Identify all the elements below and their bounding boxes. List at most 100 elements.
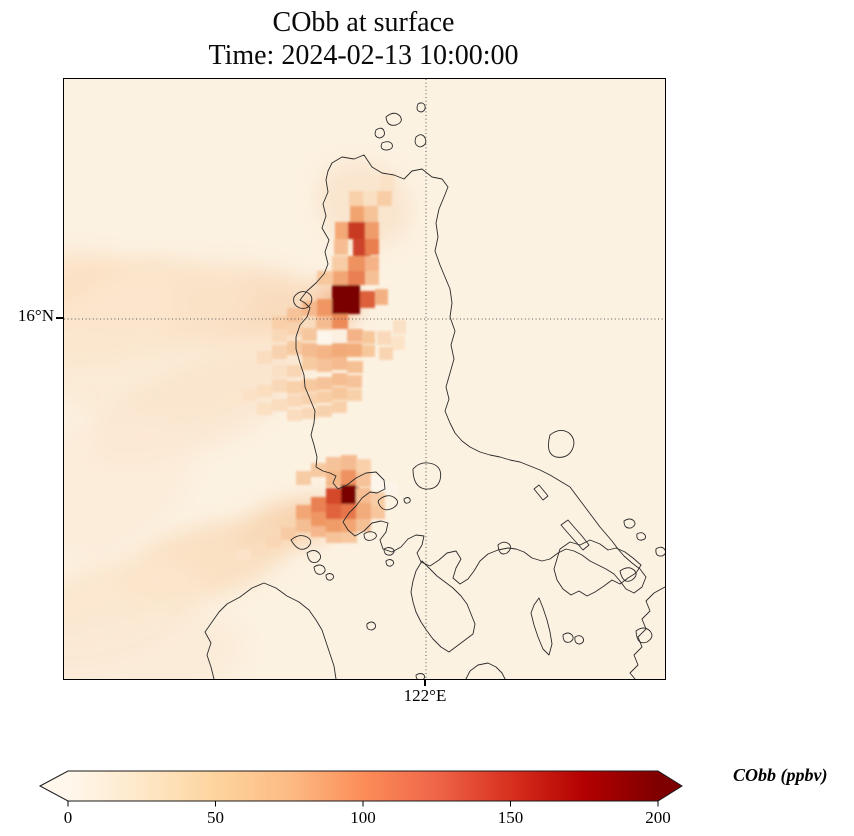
- heat-cell: [257, 403, 272, 415]
- heat-cell: [332, 330, 347, 343]
- heat-cell: [287, 341, 302, 355]
- heat-cell: [296, 505, 311, 519]
- map-canvas: [64, 79, 665, 679]
- coastline-babuyan-islands: [374, 102, 427, 151]
- heat-cell: [332, 387, 347, 400]
- colorbar-bar: [38, 770, 683, 802]
- map-plot-area: [63, 78, 666, 680]
- heat-cell: [365, 256, 379, 271]
- heat-cell: [377, 191, 392, 206]
- heat-cell: [375, 289, 388, 305]
- heat-cell: [317, 377, 332, 390]
- heat-cell: [296, 471, 311, 485]
- heat-cell: [341, 455, 357, 470]
- heat-cell: [317, 391, 332, 403]
- coastline-small-islets: [363, 497, 426, 679]
- heat-cell: [332, 343, 347, 357]
- heat-cell: [302, 343, 317, 357]
- heat-cell: [287, 381, 302, 394]
- coastline-catanduanes: [548, 430, 575, 458]
- coastline-ticao-islets: [562, 632, 585, 645]
- heat-cell: [242, 389, 257, 401]
- heat-cell: [347, 329, 363, 342]
- heat-cell: [371, 492, 385, 506]
- heat-cell: [272, 365, 287, 377]
- heat-cell: [356, 459, 371, 473]
- heat-cell: [348, 271, 365, 285]
- heat-cell: [391, 336, 405, 350]
- heat-cell: [257, 351, 272, 364]
- heat-cell: [377, 331, 391, 345]
- heat-cell: [236, 549, 251, 560]
- heat-cell: [341, 470, 357, 485]
- coastline-masbate: [553, 539, 642, 597]
- heat-cell: [272, 379, 287, 392]
- heat-cell: [287, 322, 302, 335]
- coastline-inland-lake: [377, 495, 398, 511]
- heat-cell: [302, 328, 317, 341]
- heat-cell: [356, 503, 371, 519]
- heat-cell: [360, 291, 375, 308]
- coastline-luzon: [295, 154, 647, 594]
- heat-cell: [365, 222, 379, 239]
- heat-cell: [332, 373, 347, 386]
- coastline-sibuyan: [530, 597, 553, 656]
- plot-subtitle-time: Time: 2024-02-13 10:00:00: [208, 40, 519, 71]
- heat-cell: [316, 316, 332, 329]
- coastline-samar-edge: [629, 586, 665, 679]
- heat-cell: [317, 271, 333, 285]
- coastline-burias-group: [497, 484, 590, 555]
- heat-cell: [365, 271, 379, 285]
- heat-cell: [326, 532, 341, 543]
- x-tick-label: 122°E: [403, 686, 447, 705]
- heat-cell: [332, 314, 348, 329]
- heat-cell: [332, 401, 347, 413]
- heat-cell: [365, 239, 379, 255]
- heat-cell: [371, 476, 385, 491]
- heat-cell: [332, 357, 347, 370]
- coastline-tablas: [410, 560, 476, 653]
- heat-cell: [348, 256, 365, 271]
- heat-cell: [326, 457, 341, 471]
- heat-cell: [272, 345, 287, 359]
- heat-cell: [311, 497, 326, 512]
- y-tick-mark: [56, 317, 63, 319]
- heat-cell: [363, 191, 377, 206]
- colorbar-label: CObb (ppbv): [733, 765, 828, 785]
- heat-cell: [251, 543, 266, 554]
- heat-cell: [326, 471, 341, 487]
- coastline-mindoro: [204, 582, 337, 679]
- heat-cell: [356, 519, 371, 532]
- heat-cell: [385, 482, 398, 495]
- heat-cell: [332, 285, 360, 314]
- heat-cell: [333, 271, 348, 285]
- heat-cell: [302, 357, 317, 370]
- heat-cell: [272, 329, 287, 342]
- heat-cell: [311, 512, 326, 526]
- heat-cell: [287, 308, 302, 322]
- heat-cell: [266, 535, 281, 547]
- colorbar-ticks: 0 50 100 150 200: [64, 801, 671, 827]
- heat-cell: [349, 191, 363, 206]
- heat-cell: [326, 504, 341, 519]
- heat-cell: [362, 331, 375, 344]
- heat-cell: [227, 393, 242, 405]
- heat-cell: [393, 320, 406, 334]
- heat-cell: [326, 519, 341, 532]
- heat-cell: [272, 316, 287, 329]
- heat-cell: [347, 375, 362, 388]
- heat-cell: [364, 206, 378, 222]
- heat-cell: [347, 361, 363, 373]
- colorbar-tick-label: 150: [498, 808, 524, 827]
- heat-cell: [380, 175, 394, 191]
- heat-cell: [257, 385, 272, 397]
- colorbar-tick-label: 200: [645, 808, 671, 827]
- heat-cell: [341, 504, 357, 519]
- heat-cell: [356, 488, 371, 503]
- colorbar-tick-label: 100: [350, 808, 376, 827]
- heat-cell: [317, 299, 332, 316]
- heat-cell: [362, 345, 375, 357]
- coastline-marinduque: [412, 462, 442, 490]
- heat-cell: [272, 399, 287, 411]
